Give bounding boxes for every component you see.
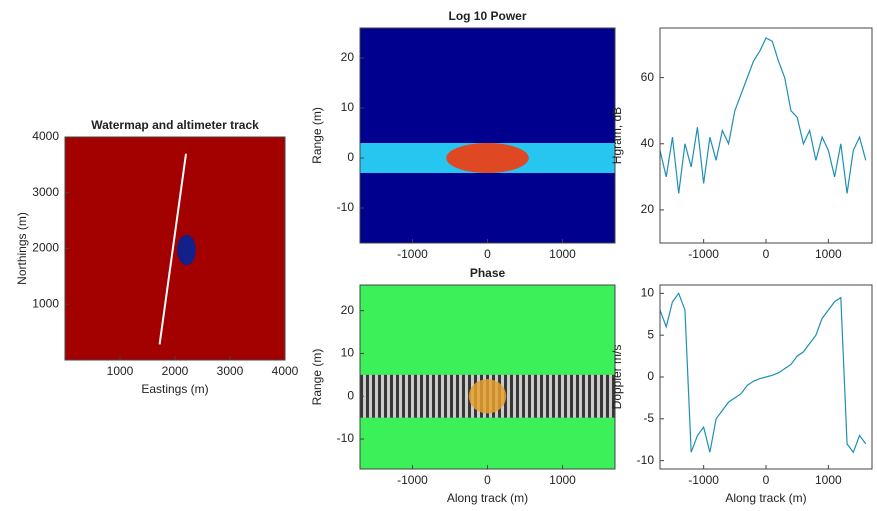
- y-tick-label: 1000: [32, 296, 59, 310]
- y-axis-label: Doppler m/s: [610, 345, 624, 410]
- x-axis-label: Eastings (m): [141, 382, 208, 396]
- y-tick-label: -5: [643, 411, 654, 425]
- x-tick-label: 0: [763, 247, 770, 261]
- x-tick-label: 0: [484, 473, 491, 487]
- y-tick-label: 10: [641, 286, 655, 300]
- y-tick-label: 0: [347, 150, 354, 164]
- x-tick-label: 3000: [217, 364, 244, 378]
- chart-title: Log 10 Power: [448, 9, 526, 23]
- y-axis-label: Northings (m): [15, 212, 29, 285]
- y-tick-label: 40: [641, 136, 655, 150]
- x-tick-label: -1000: [397, 247, 428, 261]
- y-tick-label: 5: [647, 327, 654, 341]
- y-tick-label: 10: [341, 346, 355, 360]
- heatmap-background: [360, 28, 615, 243]
- y-tick-label: 0: [647, 369, 654, 383]
- signal-core: [446, 143, 529, 173]
- x-tick-label: 1000: [815, 473, 842, 487]
- x-tick-label: -1000: [688, 473, 719, 487]
- x-tick-label: 1000: [815, 247, 842, 261]
- x-tick-label: 0: [484, 247, 491, 261]
- axes-frame: [659, 27, 873, 244]
- x-tick-label: 1000: [549, 247, 576, 261]
- y-axis-label: Range (m): [310, 107, 324, 164]
- y-tick-label: 0: [347, 388, 354, 402]
- y-tick-label: 20: [341, 303, 355, 317]
- y-tick-label: -10: [337, 200, 355, 214]
- y-tick-label: -10: [637, 453, 655, 467]
- data-line: [659, 37, 867, 194]
- y-tick-label: 60: [641, 70, 655, 84]
- x-tick-label: 0: [763, 473, 770, 487]
- x-tick-label: -1000: [688, 247, 719, 261]
- x-tick-label: 4000: [272, 364, 299, 378]
- water-body: [177, 234, 196, 266]
- x-axis-label: Along track (m): [447, 491, 528, 505]
- x-tick-label: -1000: [397, 473, 428, 487]
- data-line: [659, 292, 867, 454]
- y-axis-label: Hgram, dB: [610, 107, 624, 164]
- x-tick-label: 1000: [107, 364, 134, 378]
- y-tick-label: 2000: [32, 241, 59, 255]
- x-axis-label: Along track (m): [725, 491, 806, 505]
- y-tick-label: 3000: [32, 185, 59, 199]
- y-tick-label: 20: [641, 202, 655, 216]
- y-tick-label: 10: [341, 100, 355, 114]
- y-tick-label: 20: [341, 50, 355, 64]
- y-tick-label: 4000: [32, 129, 59, 143]
- x-tick-label: 2000: [162, 364, 189, 378]
- chart-title: Phase: [470, 266, 506, 280]
- altimeter-track: [158, 153, 187, 345]
- signal-core: [468, 379, 507, 414]
- y-axis-label: Range (m): [310, 349, 324, 406]
- x-tick-label: 1000: [549, 473, 576, 487]
- y-tick-label: -10: [337, 431, 355, 445]
- map-background: [65, 137, 285, 360]
- chart-title: Watermap and altimeter track: [91, 118, 259, 132]
